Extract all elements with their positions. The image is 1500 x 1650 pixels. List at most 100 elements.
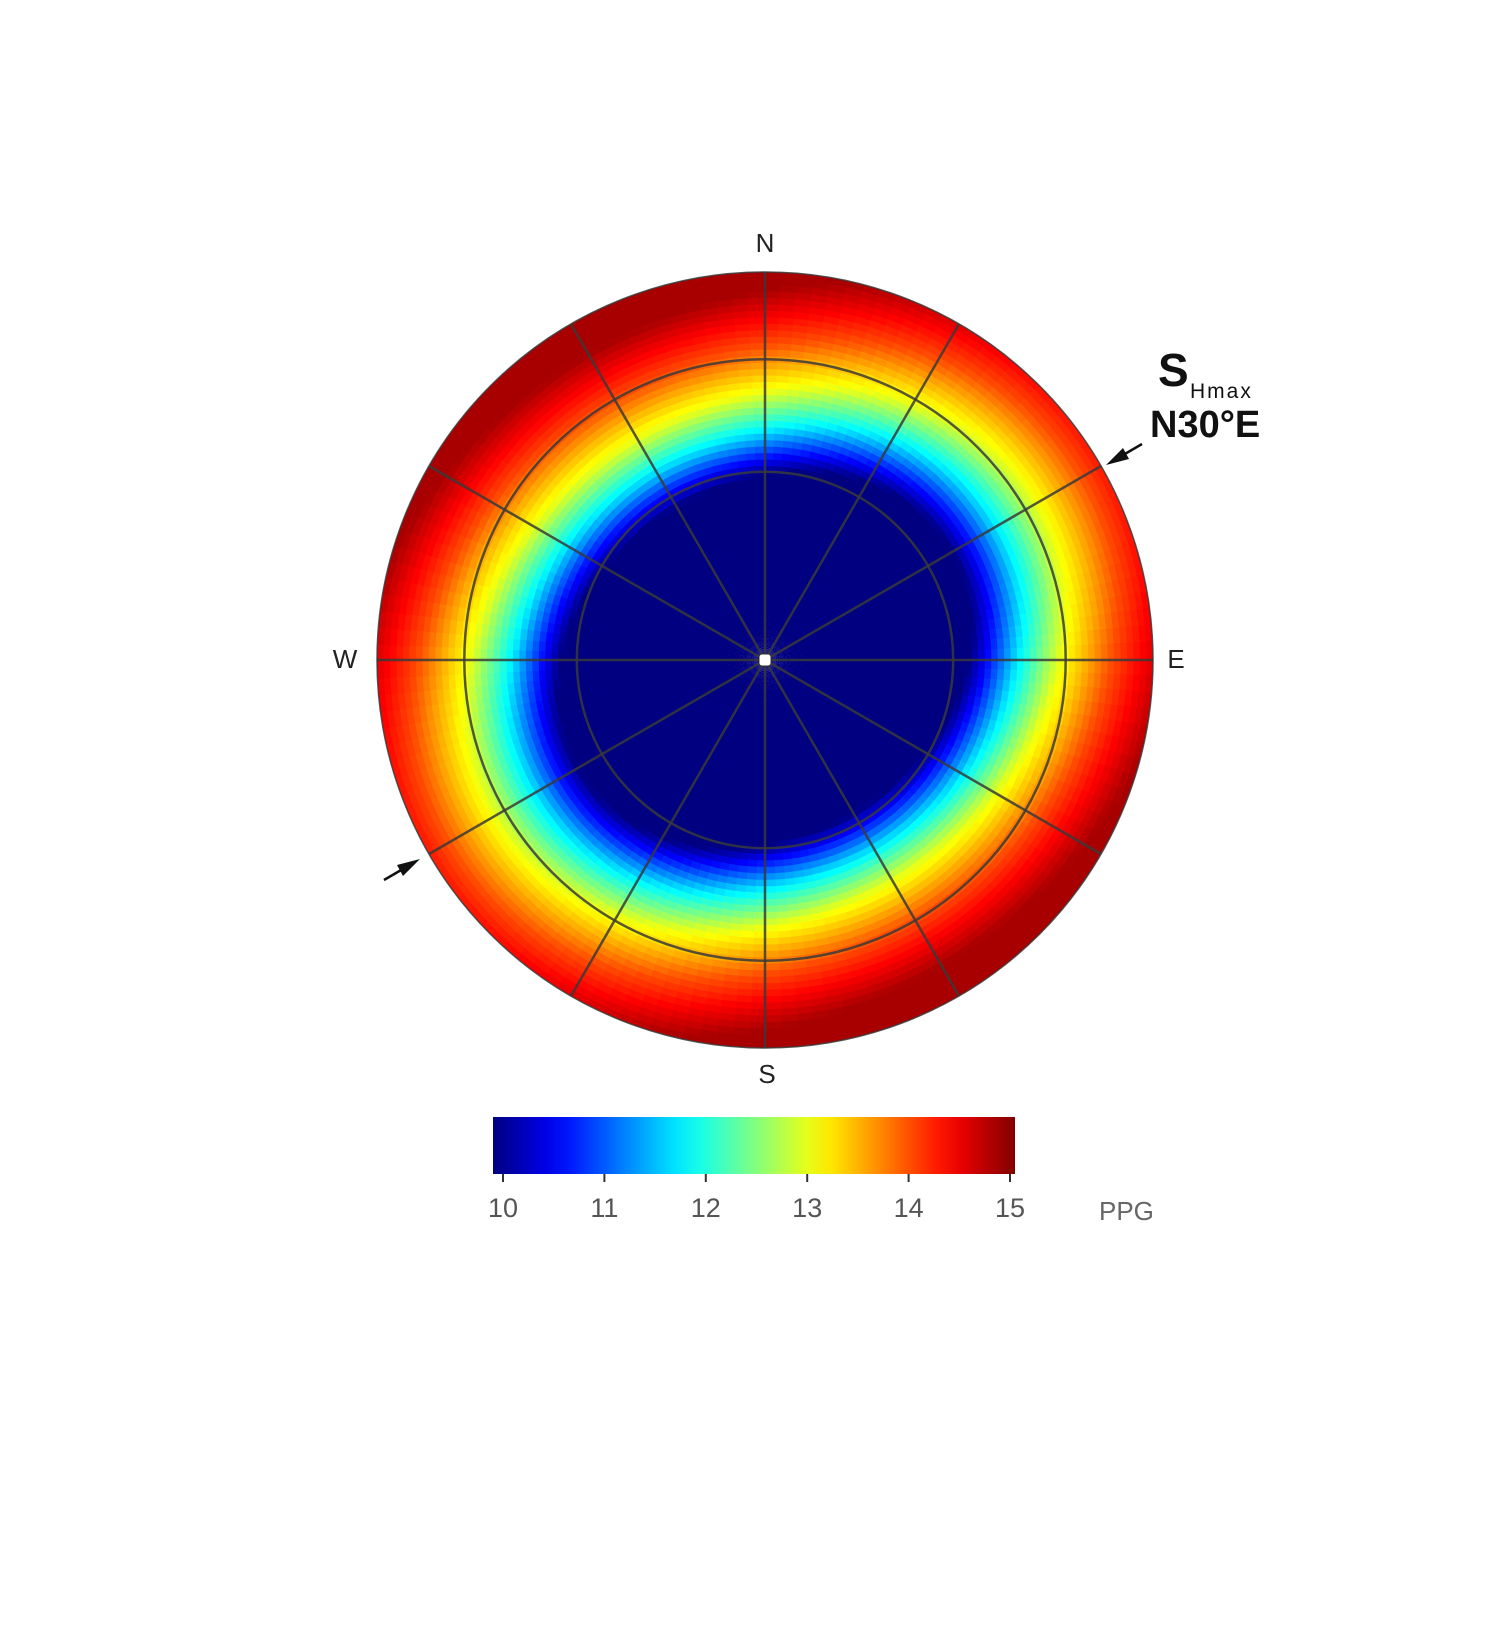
- heat-cell: [774, 615, 780, 623]
- heat-cell: [754, 684, 759, 693]
- heat-cell: [751, 655, 759, 659]
- heat-cell: [751, 654, 759, 658]
- heat-cell: [725, 651, 734, 655]
- heat-cell: [738, 652, 747, 656]
- heat-cell: [770, 607, 775, 616]
- heat-cell: [784, 655, 792, 658]
- heat-cell: [778, 688, 784, 697]
- heat-cell: [726, 646, 735, 651]
- heat-cell: [697, 632, 706, 639]
- heat-cell: [744, 655, 753, 658]
- heat-cell: [766, 646, 770, 654]
- heat-cell: [742, 611, 748, 620]
- heat-cell: [647, 669, 657, 676]
- heat-cell: [819, 637, 828, 643]
- heat-cell: [708, 675, 717, 681]
- heat-cell: [789, 624, 797, 632]
- heat-cell: [740, 612, 746, 620]
- heat-cell: [796, 622, 805, 630]
- heat-cell: [768, 633, 771, 642]
- heat-cell: [753, 684, 758, 692]
- heat-cell: [783, 651, 792, 656]
- heat-cell: [792, 686, 800, 693]
- heat-cell: [757, 581, 763, 590]
- heat-cell: [795, 646, 804, 651]
- heat-cell: [811, 679, 820, 686]
- heat-cell: [696, 679, 705, 685]
- heat-cell: [767, 633, 770, 641]
- heat-cell: [744, 680, 751, 688]
- heat-cell: [759, 639, 763, 648]
- heat-cell: [742, 679, 749, 686]
- heat-cell: [732, 666, 741, 671]
- heat-cell: [756, 750, 762, 759]
- heat-cell: [749, 637, 755, 645]
- heat-cell: [728, 641, 737, 647]
- heat-cell: [748, 667, 755, 673]
- heat-cell: [785, 639, 793, 646]
- heat-cell: [701, 674, 710, 680]
- heat-cell: [805, 679, 813, 685]
- heat-cell: [783, 654, 792, 657]
- heat-cell: [749, 682, 755, 691]
- heat-cell: [773, 762, 780, 771]
- heat-cell: [784, 638, 792, 645]
- heat-cell: [778, 761, 785, 771]
- heat-cell: [752, 670, 758, 677]
- heat-cell: [746, 651, 754, 656]
- heat-cell: [769, 542, 776, 551]
- heat-cell: [736, 712, 743, 721]
- heat-cell: [767, 620, 771, 628]
- heat-cell: [738, 654, 747, 657]
- heat-cell: [769, 633, 773, 642]
- heat-cell: [786, 584, 793, 594]
- heat-cell: [770, 634, 775, 642]
- heat-cell: [818, 634, 827, 641]
- heat-cell: [743, 679, 750, 687]
- heat-cell: [784, 675, 792, 682]
- heat-cell: [769, 627, 773, 635]
- heat-cell: [776, 696, 782, 705]
- heat-cell: [767, 730, 773, 739]
- heat-cell: [811, 634, 820, 641]
- heat-cell: [751, 703, 756, 712]
- heat-cell: [783, 677, 790, 684]
- heat-cell: [711, 681, 720, 688]
- heat-cell: [773, 669, 780, 676]
- heat-cell: [731, 654, 740, 657]
- heat-cell: [746, 722, 752, 731]
- heat-cell: [880, 648, 889, 656]
- heat-cell: [753, 677, 758, 685]
- heat-cell: [750, 555, 757, 564]
- heat-cell: [757, 685, 761, 693]
- heat-cell: [823, 654, 831, 658]
- heat-cell: [757, 737, 762, 746]
- heat-cell: [740, 720, 746, 729]
- heat-cell: [861, 650, 870, 657]
- heat-cell: [704, 631, 713, 638]
- heat-cell: [752, 628, 757, 637]
- heat-cell: [775, 622, 781, 631]
- heat-cell: [822, 687, 831, 694]
- heat-cell: [805, 637, 814, 643]
- heat-cell: [841, 648, 850, 654]
- heat-cell: [746, 688, 752, 697]
- heat-cell: [749, 602, 754, 611]
- heat-cell: [769, 763, 776, 771]
- heat-cell: [755, 664, 762, 672]
- heat-cell: [789, 649, 798, 654]
- heat-cell: [772, 628, 777, 636]
- heat-cell: [754, 650, 761, 656]
- heat-cell: [699, 662, 707, 666]
- heat-cell: [719, 647, 728, 652]
- heat-cell: [743, 537, 751, 546]
- heat-cell: [878, 632, 888, 641]
- heat-cell: [744, 662, 753, 666]
- heat-cell: [702, 677, 711, 683]
- heat-cell: [799, 625, 808, 633]
- heat-cell: [829, 650, 837, 655]
- heat-cell: [751, 608, 756, 617]
- heat-cell: [722, 676, 731, 682]
- heat-cell: [769, 650, 777, 657]
